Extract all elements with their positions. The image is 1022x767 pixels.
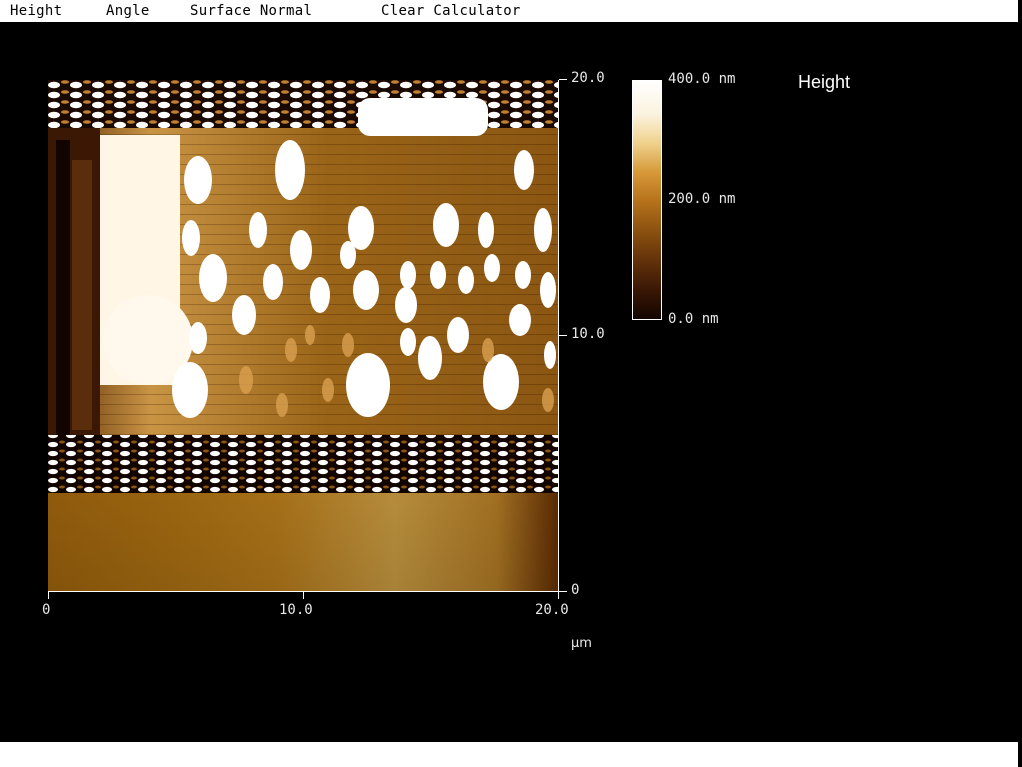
colorbar-mid-label: 200.0 nm [668, 191, 736, 207]
menu-clear-calculator[interactable]: Clear Calculator [381, 3, 521, 19]
menu-surface-normal[interactable]: Surface Normal [190, 3, 313, 19]
afm-height-image[interactable] [48, 80, 558, 591]
x-tick-label: 10.0 [279, 602, 313, 618]
colorbar-max-label: 400.0 nm [668, 71, 736, 87]
height-color-scale [632, 80, 662, 320]
y-tick-label: 0 [571, 582, 580, 598]
window-edge [1018, 742, 1022, 767]
y-axis-line [558, 80, 559, 592]
status-bar [0, 742, 1018, 767]
y-tick-label: 10.0 [571, 326, 605, 342]
x-tick-label: 20.0 [535, 602, 569, 618]
menu-bar: Height Angle Surface Normal Clear Calcul… [0, 0, 1018, 23]
x-tick [558, 592, 559, 599]
colorbar-min-label: 0.0 nm [668, 311, 719, 327]
channel-title: Height [798, 72, 851, 92]
x-axis-unit: µm [571, 636, 592, 651]
x-tick-label: 0 [42, 602, 51, 618]
afm-flat-region [48, 493, 558, 591]
x-tick [303, 592, 304, 599]
y-tick-label: 20.0 [571, 70, 605, 86]
y-tick [559, 335, 567, 336]
menu-angle[interactable]: Angle [106, 3, 150, 19]
x-tick [48, 592, 49, 599]
x-axis-line [48, 591, 559, 592]
menu-height[interactable]: Height [10, 3, 63, 19]
y-tick [559, 591, 567, 592]
y-tick [559, 79, 567, 80]
afm-scan-region [48, 80, 558, 493]
